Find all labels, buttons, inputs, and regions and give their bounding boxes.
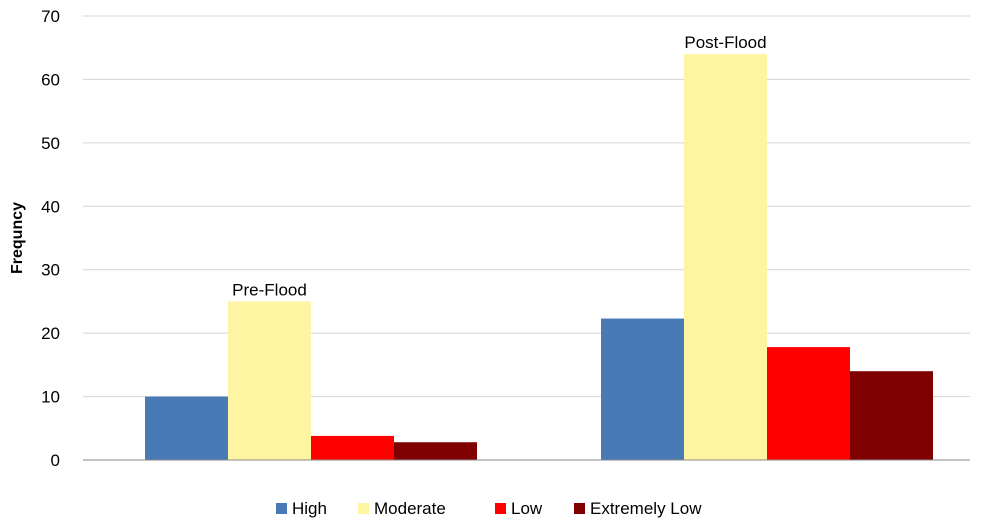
y-tick-label: 70 bbox=[41, 7, 60, 26]
bar-extremely-low-pre-flood bbox=[394, 442, 477, 460]
y-tick-label: 50 bbox=[41, 134, 60, 153]
bar-moderate-post-flood bbox=[684, 54, 767, 461]
group-labels: Pre-Flood Post-Flood bbox=[232, 33, 766, 299]
gridlines bbox=[83, 15, 970, 398]
legend-swatch bbox=[574, 503, 585, 514]
bar-high-pre-flood bbox=[145, 396, 228, 460]
y-tick-label: 10 bbox=[41, 388, 60, 407]
legend-label: Extremely Low bbox=[590, 499, 702, 518]
legend-label: Moderate bbox=[374, 499, 446, 518]
bar-moderate-pre-flood bbox=[228, 301, 311, 460]
category-label: Pre-Flood bbox=[232, 280, 307, 299]
legend-label: Low bbox=[511, 499, 543, 518]
y-tick-label: 0 bbox=[51, 451, 60, 470]
legend-label: High bbox=[292, 499, 327, 518]
bar-extremely-low-post-flood bbox=[850, 371, 933, 460]
y-tick-label: 60 bbox=[41, 70, 60, 89]
bars bbox=[145, 54, 933, 461]
y-tick-label: 20 bbox=[41, 324, 60, 343]
bar-high-post-flood bbox=[601, 318, 684, 460]
legend-swatch bbox=[358, 503, 369, 514]
y-tick-label: 40 bbox=[41, 197, 60, 216]
y-tick-label: 30 bbox=[41, 261, 60, 280]
legend-swatch bbox=[276, 503, 287, 514]
bar-low-pre-flood bbox=[311, 435, 394, 460]
bar-low-post-flood bbox=[767, 347, 850, 460]
y-axis-title: Frequncy bbox=[9, 202, 26, 274]
legend: High Moderate Low Extremely Low bbox=[276, 499, 702, 518]
y-axis-ticks: 0 10 20 30 40 50 60 70 bbox=[41, 7, 60, 470]
category-label: Post-Flood bbox=[684, 33, 766, 52]
legend-swatch bbox=[495, 503, 506, 514]
